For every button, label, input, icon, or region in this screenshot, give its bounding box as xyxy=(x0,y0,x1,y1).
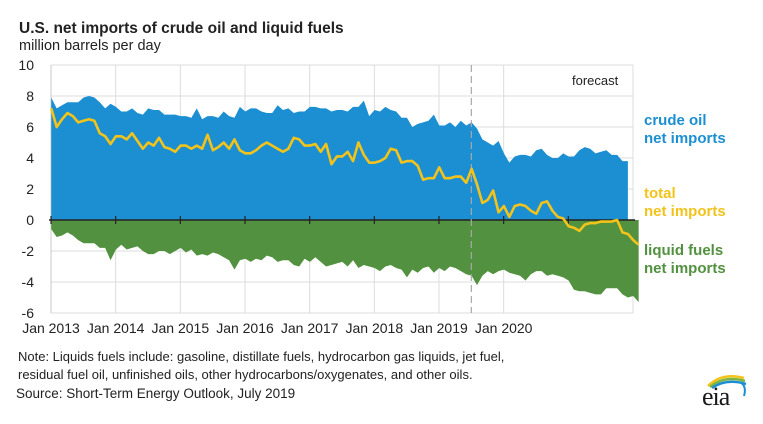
forecast-label: forecast xyxy=(572,73,619,88)
note-line-2: residual fuel oil, unfinished oils, othe… xyxy=(18,367,473,382)
x-tick-label: Jan 2019 xyxy=(410,320,468,336)
legend-liquid-fuels: liquid fuels net imports xyxy=(644,242,726,278)
y-tick-label: 4 xyxy=(26,150,34,166)
x-tick-label: Jan 2014 xyxy=(87,320,145,336)
chart-title: U.S. net imports of crude oil and liquid… xyxy=(19,20,344,37)
x-tick-label: Jan 2015 xyxy=(152,320,210,336)
legend-total-line1: total xyxy=(644,185,676,202)
y-tick-label: 0 xyxy=(26,212,34,228)
legend-liquids-line2: net imports xyxy=(644,260,726,277)
y-tick-label: -2 xyxy=(22,243,35,259)
y-axis-units: million barrels per day xyxy=(19,38,161,54)
x-tick-label: Jan 2020 xyxy=(475,320,533,336)
liquid-fuels-area xyxy=(51,220,639,303)
legend-crude-line1: crude oil xyxy=(644,112,707,129)
y-tick-label: 8 xyxy=(26,88,34,104)
axes xyxy=(49,216,635,224)
chart-note: Note: Liquids fuels include: gasoline, d… xyxy=(18,348,638,384)
eia-logo-swoosh-icon xyxy=(707,375,747,397)
legend-liquids-line1: liquid fuels xyxy=(644,242,724,259)
y-tick-label: -6 xyxy=(22,305,35,321)
y-tick-label: -4 xyxy=(22,274,35,290)
y-tick-label: 10 xyxy=(18,57,34,73)
series-areas xyxy=(51,96,639,303)
x-tick-label: Jan 2013 xyxy=(22,320,80,336)
y-tick-label: 6 xyxy=(26,119,34,135)
series-lines xyxy=(50,65,640,313)
note-line-1: Note: Liquids fuels include: gasoline, d… xyxy=(18,349,505,364)
legend-total-line2: net imports xyxy=(644,203,726,220)
crude-oil-area xyxy=(51,96,628,220)
legend-total: total net imports xyxy=(644,185,726,221)
eia-logo: eia xyxy=(702,382,730,411)
chart-source: Source: Short-Term Energy Outlook, July … xyxy=(16,386,296,401)
x-tick-label: Jan 2017 xyxy=(281,320,339,336)
total-net-imports-line xyxy=(50,108,640,246)
x-tick-label: Jan 2016 xyxy=(216,320,274,336)
x-tick-label: Jan 2018 xyxy=(346,320,404,336)
y-tick-label: 2 xyxy=(26,181,34,197)
legend-crude-line2: net imports xyxy=(644,130,726,147)
legend-crude-oil: crude oil net imports xyxy=(644,112,726,148)
